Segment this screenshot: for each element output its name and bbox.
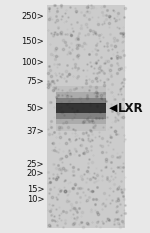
Bar: [56, 93, 106, 104]
Polygon shape: [109, 104, 117, 112]
Text: 20>: 20>: [27, 169, 44, 178]
Bar: [56, 113, 106, 119]
Text: 75>: 75>: [27, 77, 44, 86]
Bar: [56, 113, 106, 131]
Text: 150>: 150>: [22, 38, 44, 46]
Bar: [56, 86, 106, 104]
Text: 250>: 250>: [22, 12, 44, 21]
Text: 25>: 25>: [27, 160, 44, 169]
Text: 37>: 37>: [27, 127, 44, 136]
Text: 15>: 15>: [27, 185, 44, 194]
Bar: [56, 113, 106, 124]
Bar: [56, 98, 106, 104]
Text: 50>: 50>: [27, 104, 44, 113]
FancyBboxPatch shape: [47, 5, 126, 228]
Text: 10>: 10>: [27, 195, 44, 204]
Text: LXR: LXR: [118, 102, 144, 115]
Bar: [56, 103, 106, 113]
Text: 100>: 100>: [22, 58, 44, 67]
